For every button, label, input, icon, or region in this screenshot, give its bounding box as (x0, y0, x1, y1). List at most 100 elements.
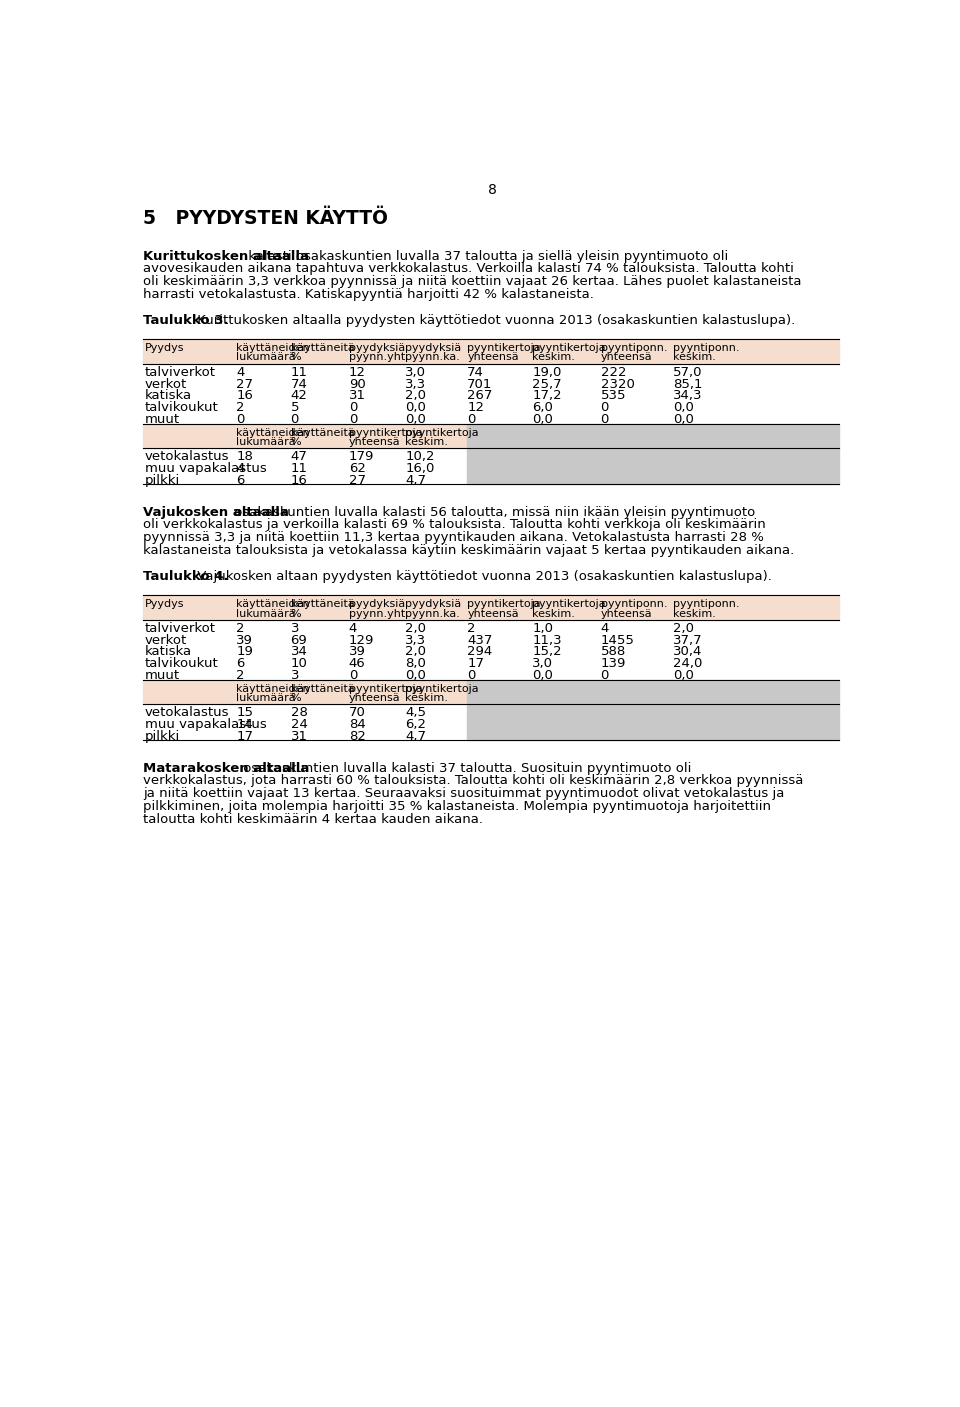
Text: pyynn.ka.: pyynn.ka. (405, 608, 460, 619)
Text: pilkki: pilkki (145, 474, 180, 487)
Text: 15,2: 15,2 (532, 646, 562, 658)
Text: 8: 8 (488, 183, 496, 197)
Text: pyyntikertoja: pyyntikertoja (405, 684, 479, 694)
Text: katiska: katiska (145, 646, 192, 658)
Text: 17: 17 (468, 657, 484, 670)
Text: yhteensä: yhteensä (348, 692, 400, 704)
Text: vetokalastus: vetokalastus (145, 706, 229, 719)
Text: 2: 2 (236, 622, 245, 635)
Text: 3,0: 3,0 (405, 366, 426, 378)
Text: Vajukosken altaalla: Vajukosken altaalla (143, 505, 289, 519)
Text: 31: 31 (291, 730, 307, 743)
Text: 1,0: 1,0 (532, 622, 553, 635)
Text: muu vapakalastus: muu vapakalastus (145, 461, 267, 474)
Text: keskim.: keskim. (532, 608, 575, 619)
Text: 17: 17 (236, 730, 253, 743)
Text: muu vapakalastus: muu vapakalastus (145, 718, 267, 730)
Text: 8,0: 8,0 (405, 657, 426, 670)
Text: 222: 222 (601, 366, 626, 378)
Bar (143, 424, 468, 449)
Text: pyynn.yht.: pyynn.yht. (348, 353, 409, 363)
Bar (468, 460, 839, 473)
Text: 69: 69 (291, 633, 307, 647)
Text: ja niitä koettiin vajaat 13 kertaa. Seuraavaksi suosituimmat pyyntimuodot olivat: ja niitä koettiin vajaat 13 kertaa. Seur… (143, 787, 784, 801)
Text: Kurittukosken altaalla: Kurittukosken altaalla (143, 249, 309, 263)
Text: käyttäneitä: käyttäneitä (291, 343, 354, 353)
Text: katiska: katiska (145, 390, 192, 402)
Text: 0,0: 0,0 (532, 414, 553, 426)
Text: yhteensä: yhteensä (468, 353, 518, 363)
Text: 84: 84 (348, 718, 366, 730)
Text: 34,3: 34,3 (673, 390, 703, 402)
Text: 2320: 2320 (601, 377, 635, 391)
Text: 10,2: 10,2 (405, 450, 435, 463)
Text: 47: 47 (291, 450, 307, 463)
Text: Vajukosken altaan pyydysten käyttötiedot vuonna 2013 (osakaskuntien kalastuslupa: Vajukosken altaan pyydysten käyttötiedot… (194, 570, 773, 584)
Text: Taulukko 4.: Taulukko 4. (143, 570, 228, 584)
Text: 12: 12 (348, 366, 366, 378)
Text: käyttäneiden: käyttäneiden (236, 428, 310, 438)
Text: kalastaneista talouksista ja vetokalassa käytiin keskimäärin vajaat 5 kertaa pyy: kalastaneista talouksista ja vetokalassa… (143, 545, 795, 557)
Text: 5: 5 (291, 401, 299, 415)
Text: pyydyksiä: pyydyksiä (348, 343, 405, 353)
Text: yhteensä: yhteensä (601, 608, 652, 619)
Text: 27: 27 (348, 474, 366, 487)
Text: muut: muut (145, 670, 180, 682)
Text: 437: 437 (468, 633, 492, 647)
Text: 4,5: 4,5 (405, 706, 426, 719)
Bar (143, 680, 468, 705)
Text: 4,7: 4,7 (405, 730, 426, 743)
Text: 2,0: 2,0 (405, 622, 426, 635)
Text: 2: 2 (236, 670, 245, 682)
Text: pyynn.ka.: pyynn.ka. (405, 353, 460, 363)
Text: 0: 0 (236, 414, 245, 426)
Text: pyydyksiä: pyydyksiä (405, 599, 462, 609)
Text: 85,1: 85,1 (673, 377, 703, 391)
Text: 4: 4 (236, 366, 245, 378)
Text: pyydyksiä: pyydyksiä (405, 343, 462, 353)
Text: 24: 24 (291, 718, 307, 730)
Text: 0,0: 0,0 (532, 670, 553, 682)
Text: lukumäärä: lukumäärä (236, 436, 296, 447)
Text: 16: 16 (236, 390, 253, 402)
Text: käyttäneitä: käyttäneitä (291, 599, 354, 609)
Text: 0: 0 (348, 401, 357, 415)
Text: 4: 4 (348, 622, 357, 635)
Text: 31: 31 (348, 390, 366, 402)
Text: yhteensä: yhteensä (601, 353, 652, 363)
Text: pyyntiponn.: pyyntiponn. (673, 599, 740, 609)
Text: 179: 179 (348, 450, 374, 463)
Text: 535: 535 (601, 390, 626, 402)
Text: 588: 588 (601, 646, 626, 658)
Text: pyydyksiä: pyydyksiä (348, 599, 405, 609)
Text: 10: 10 (291, 657, 307, 670)
Text: 25,7: 25,7 (532, 377, 562, 391)
Text: 1455: 1455 (601, 633, 635, 647)
Text: harrasti vetokalastusta. Katiskapyyntiä harjoitti 42 % kalastaneista.: harrasti vetokalastusta. Katiskapyyntiä … (143, 288, 594, 301)
Text: 30,4: 30,4 (673, 646, 703, 658)
Text: käyttäneiden: käyttäneiden (236, 599, 310, 609)
Text: 37,7: 37,7 (673, 633, 703, 647)
Text: oli verkkokalastus ja verkoilla kalasti 69 % talouksista. Taloutta kohti verkkoj: oli verkkokalastus ja verkoilla kalasti … (143, 518, 766, 532)
Text: 129: 129 (348, 633, 374, 647)
Text: 57,0: 57,0 (673, 366, 703, 378)
Bar (468, 705, 839, 716)
Text: 3: 3 (291, 622, 299, 635)
Text: 74: 74 (468, 366, 484, 378)
Text: pyyntikertoja: pyyntikertoja (348, 428, 422, 438)
Text: 294: 294 (468, 646, 492, 658)
Text: muut: muut (145, 414, 180, 426)
Text: 15: 15 (236, 706, 253, 719)
Text: 18: 18 (236, 450, 253, 463)
Text: 46: 46 (348, 657, 366, 670)
Text: lukumäärä: lukumäärä (236, 692, 296, 704)
Text: 6: 6 (236, 657, 245, 670)
Text: 19,0: 19,0 (532, 366, 562, 378)
Text: 42: 42 (291, 390, 307, 402)
Text: yhteensä: yhteensä (468, 608, 518, 619)
Text: verkot: verkot (145, 377, 187, 391)
Text: 4,7: 4,7 (405, 474, 426, 487)
Text: 4: 4 (601, 622, 609, 635)
Text: 2,0: 2,0 (673, 622, 694, 635)
Text: keskim.: keskim. (673, 353, 716, 363)
